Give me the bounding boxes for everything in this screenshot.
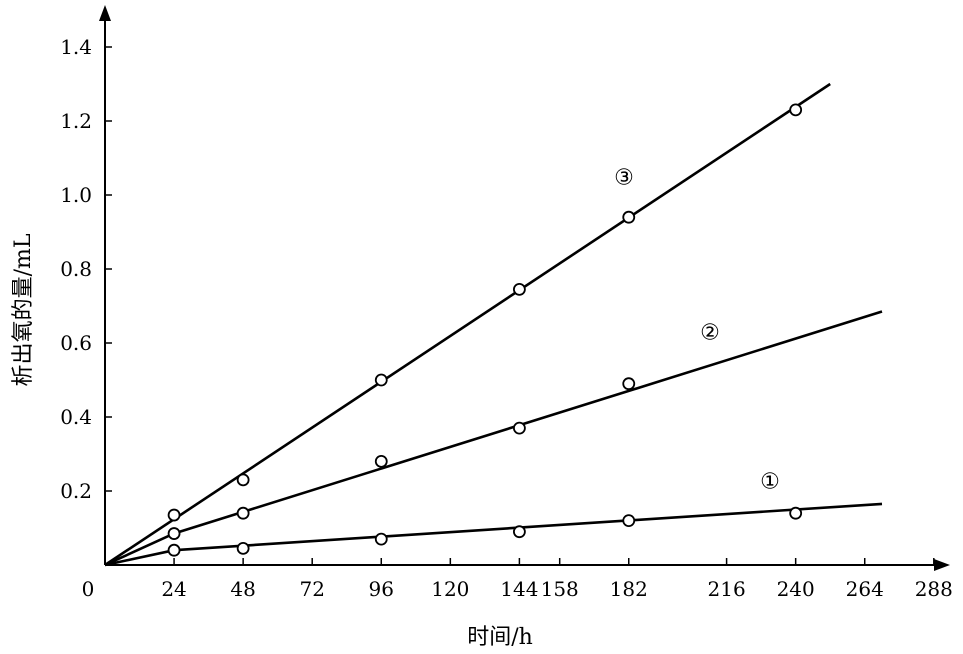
x-tick-label: 96	[369, 577, 394, 601]
data-point	[236, 473, 250, 487]
x-axis-label: 时间/h	[467, 625, 533, 650]
x-tick-label: 144	[500, 577, 538, 601]
y-tick-label: 0.2	[60, 479, 92, 503]
data-point	[622, 514, 636, 527]
x-tick-label: 48	[230, 577, 255, 601]
data-point	[513, 421, 526, 435]
x-tick-label: 216	[708, 577, 746, 601]
plot-area: 24 48 72 96 120 144 158 182 216 240 264 288 0.20.40…	[60, 5, 953, 601]
y-tick-label: 1.2	[60, 109, 92, 133]
data-points	[167, 103, 803, 557]
series-line	[104, 310, 883, 567]
x-tick-label: 264	[846, 577, 884, 601]
y-tick-label: 0.6	[60, 331, 92, 355]
x-tick-label: 72	[299, 577, 324, 601]
data-point	[374, 454, 388, 468]
data-point	[167, 508, 181, 522]
series-labels: ① ② ③	[614, 166, 780, 495]
series-label: ②	[700, 321, 720, 346]
x-tick-label: 158	[541, 577, 579, 601]
y-tick-label: 0.8	[60, 257, 92, 281]
x-tick-label: 288	[915, 577, 953, 601]
x-tick-label: 24	[161, 577, 186, 601]
data-point	[513, 282, 526, 296]
x-tick-label: 182	[610, 577, 648, 601]
series-label: ③	[614, 166, 634, 191]
data-point	[374, 532, 388, 546]
data-point	[374, 373, 388, 387]
y-axis-arrow	[99, 5, 111, 21]
data-point	[789, 103, 803, 117]
data-point	[622, 210, 636, 224]
data-point	[236, 541, 250, 555]
data-point	[167, 527, 181, 540]
series-line	[104, 502, 883, 567]
data-point	[236, 506, 250, 520]
y-axis-label: 析出氧的量/mL	[11, 233, 36, 386]
x-tick-label: 240	[777, 577, 815, 601]
x-axis-arrow	[934, 559, 950, 571]
data-point	[167, 543, 181, 557]
x-tick-label: 120	[431, 577, 469, 601]
origin-label: 0	[82, 577, 95, 601]
y-ticks: 0.2 0.4 0.6 0.8 1.0 1.2 1.4	[60, 35, 112, 503]
data-point	[513, 525, 526, 539]
data-point	[622, 377, 636, 391]
y-tick-label: 1.4	[60, 35, 92, 59]
series-line	[104, 82, 831, 567]
y-tick-label: 0.4	[60, 405, 92, 429]
data-point	[789, 506, 803, 520]
series-label: ①	[760, 470, 780, 495]
y-tick-label: 1.0	[60, 183, 92, 207]
x-ticks: 24 48 72 96 120 144 158 182 216 240 264 288	[161, 558, 953, 601]
